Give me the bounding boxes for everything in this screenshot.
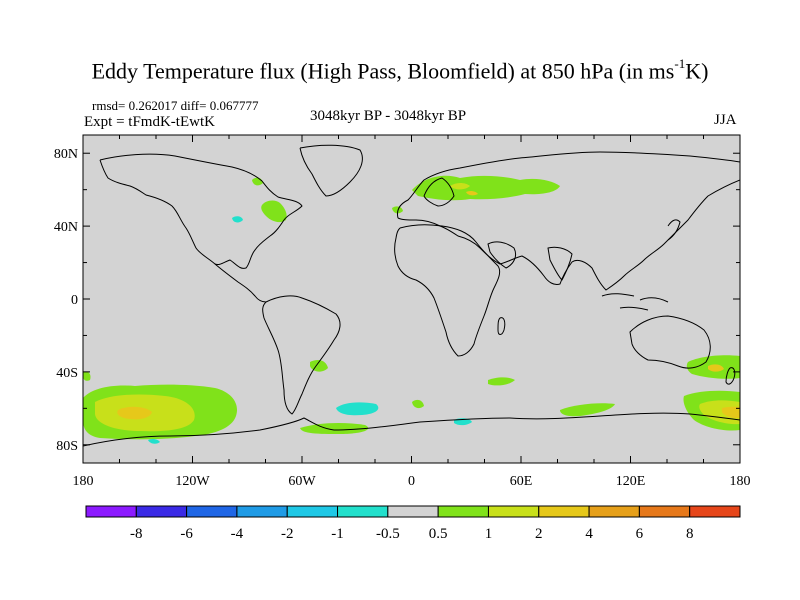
coast-india: [547, 246, 573, 281]
title-superscript: -1: [674, 56, 686, 71]
legend-label: -0.5: [376, 526, 400, 542]
anomaly-scandinavia-yellow: [450, 183, 470, 190]
coast-se-asia-islands: [601, 293, 669, 311]
anomaly-south-atlantic-2: [488, 377, 515, 386]
legend-color-box: [437, 505, 489, 518]
legend-label: 0.5: [429, 526, 448, 542]
coastlines: [83, 144, 740, 447]
plot-title: Eddy Temperature flux (High Pass, Bloomf…: [0, 56, 800, 84]
title-main: Eddy Temperature flux (High Pass, Bloomf…: [91, 58, 675, 84]
legend-color-box: [85, 505, 137, 518]
coast-scandinavia: [423, 177, 455, 207]
coast-africa: [394, 224, 501, 357]
coast-central-america: [214, 263, 267, 303]
anomaly-antarctic-coast: [300, 423, 369, 434]
coast-arabia: [487, 241, 517, 269]
axis-labels: 80N 40N 0 40S 80S 180 120W 60W 0 60E 120E 180: [54, 147, 751, 489]
legend-color-box: [689, 505, 741, 518]
legend-label: -2: [281, 526, 294, 542]
lon-label: 60E: [510, 474, 533, 489]
anomaly-indian-ocean: [560, 403, 615, 417]
anomaly-drake-cyan: [336, 402, 379, 416]
legend-labels: -8 -6 -4 -2 -1 -0.5 0.5 1 2 4 6 8: [130, 526, 693, 542]
legend-color-box: [588, 505, 640, 518]
legend-color-box: [337, 505, 389, 518]
legend-color-box: [638, 505, 691, 518]
legend-color-box: [236, 505, 288, 518]
experiment-label: Expt = tFmdK-tEwtK: [84, 114, 215, 130]
legend-color-box: [186, 505, 238, 518]
lat-label: 80N: [54, 147, 78, 162]
legend-label: -1: [331, 526, 344, 542]
anomaly-fields: [83, 175, 740, 444]
lon-label: 120E: [616, 474, 646, 489]
legend-color-box: [286, 505, 339, 518]
legend-colorbar: [85, 505, 741, 518]
lon-label: 180: [73, 474, 94, 489]
anomaly-ross-cyan: [148, 438, 160, 444]
legend-label: 1: [485, 526, 493, 542]
lon-label: 120W: [175, 474, 210, 489]
anomaly-rockies-cyan: [232, 216, 243, 223]
coast-north-america: [99, 153, 303, 269]
anomaly-south-atlantic-3: [412, 399, 424, 409]
coast-japan: [667, 219, 681, 241]
legend-label: -6: [180, 526, 193, 542]
coast-australia: [629, 315, 711, 369]
anomaly-northern-eurasia: [412, 175, 560, 201]
title-end: K): [685, 58, 709, 84]
legend-label: 6: [636, 526, 644, 542]
coast-madagascar: [497, 317, 506, 335]
lon-label: 0: [408, 474, 415, 489]
anomaly-se-orange: [722, 406, 740, 419]
legend-label: -4: [231, 526, 244, 542]
lat-label: 80S: [56, 439, 78, 454]
legend-label: 2: [535, 526, 543, 542]
lon-label: 60W: [288, 474, 316, 489]
anomaly-tasman-orange: [708, 364, 724, 372]
legend-color-box: [487, 505, 540, 518]
anomaly-baltic: [392, 206, 403, 214]
coast-eurasia: [397, 151, 740, 291]
lat-label: 0: [71, 293, 78, 308]
anomaly-sw-edge: [83, 371, 91, 381]
anomaly-great-lakes: [261, 200, 287, 223]
lon-label: 180: [730, 474, 751, 489]
legend-label: 4: [585, 526, 593, 542]
legend-label: 8: [686, 526, 694, 542]
lat-label: 40S: [56, 366, 78, 381]
anomaly-south-pacific-orange: [117, 406, 152, 420]
legend-color-box: [538, 505, 590, 518]
coast-greenland: [299, 144, 363, 197]
period-label: 3048kyr BP - 3048kyr BP: [310, 108, 467, 124]
legend-label: -8: [130, 526, 143, 542]
lat-label: 40N: [54, 220, 78, 235]
legend-color-box: [387, 505, 439, 518]
coast-south-america: [262, 295, 341, 415]
anomaly-siberia-orange: [466, 190, 478, 196]
axis-ticks: [82, 135, 741, 463]
legend-color-box: [135, 505, 188, 518]
coast-antarctica: [83, 412, 740, 447]
rmsd-diff-stats: rmsd= 0.262017 diff= 0.067777: [92, 98, 259, 113]
season-label: JJA: [714, 112, 737, 128]
coast-new-zealand: [725, 367, 736, 385]
